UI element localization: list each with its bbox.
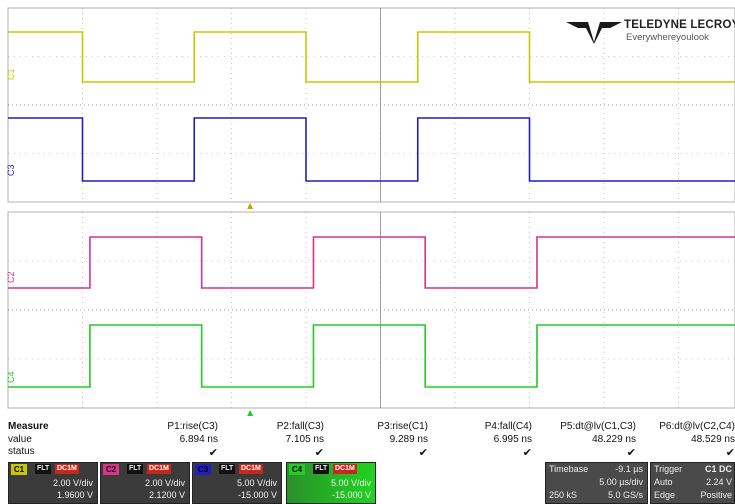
measure-value-6: 48.529 ns bbox=[691, 434, 735, 445]
channel-descriptor-c2[interactable]: C2 FLT DC1M 2.00 V/div 2.1200 V bbox=[100, 462, 190, 504]
trigger-level: 2.24 V bbox=[705, 477, 732, 487]
channel-tag: C1 bbox=[11, 464, 27, 475]
logo-tagline: Everywhereyoulook bbox=[626, 32, 709, 43]
measure-row-label-value: value bbox=[8, 434, 32, 445]
timebase-per-div: 5.00 µs/div bbox=[599, 477, 643, 487]
measure-value-5: 48.229 ns bbox=[592, 434, 636, 445]
channel-offset: -15.000 V bbox=[237, 490, 277, 500]
channel-offset: 1.9600 V bbox=[56, 490, 93, 500]
channel-label-c3: C3 bbox=[6, 164, 16, 176]
grid-panel-2 bbox=[7, 211, 735, 409]
measure-status-2: ✔ bbox=[314, 447, 324, 459]
measure-param-4: P4:fall(C4) bbox=[484, 421, 532, 432]
channel-descriptor-c4[interactable]: C4 FLT DC1M 5.00 V/div -15.000 V bbox=[286, 462, 376, 504]
coupling-badge: DC1M bbox=[239, 464, 263, 474]
trace-c4 bbox=[8, 324, 735, 388]
channel-tag: C4 bbox=[289, 464, 305, 475]
measure-status-1: ✔ bbox=[208, 447, 218, 459]
teledyne-lecroy-logo: TELEDYNE LECROY Everywhereyoulook bbox=[566, 18, 735, 46]
filter-badge: FLT bbox=[35, 464, 52, 474]
channel-label-c2: C2 bbox=[6, 271, 16, 283]
volts-per-div: 5.00 V/div bbox=[236, 478, 277, 488]
channel-label-c1: C1 bbox=[6, 68, 16, 80]
measure-param-1: P1:rise(C3) bbox=[167, 421, 218, 432]
timebase-descriptor[interactable]: Timebase -9.1 µs 5.00 µs/div 250 kS 5.0 GS/s bbox=[545, 462, 648, 504]
measure-param-3: P3:rise(C1) bbox=[377, 421, 428, 432]
volts-per-div: 2.00 V/div bbox=[144, 478, 185, 488]
trigger-source: C1 DC bbox=[704, 464, 732, 474]
filter-badge: FLT bbox=[219, 464, 236, 474]
trace-c1 bbox=[8, 31, 735, 83]
channel-tag: C3 bbox=[195, 464, 211, 475]
logo-brand: TELEDYNE LECROY bbox=[624, 19, 735, 31]
trace-c2 bbox=[8, 236, 735, 289]
measure-status-5: ✔ bbox=[626, 447, 636, 459]
measure-header: Measure bbox=[8, 421, 49, 432]
timebase-label: Timebase bbox=[549, 464, 589, 474]
measure-param-2: P2:fall(C3) bbox=[276, 421, 324, 432]
trigger-descriptor[interactable]: Trigger C1 DC Auto 2.24 V Edge Positive bbox=[650, 462, 735, 504]
coupling-badge: DC1M bbox=[147, 464, 171, 474]
measure-param-5: P5:dt@lv(C1,C3) bbox=[560, 421, 636, 432]
channel-label-c4: C4 bbox=[6, 371, 16, 383]
measure-status-3: ✔ bbox=[418, 447, 428, 459]
measure-value-1: 6.894 ns bbox=[179, 434, 218, 445]
channel-descriptor-c1[interactable]: C1 FLT DC1M 2.00 V/div 1.9600 V bbox=[8, 462, 98, 504]
measure-value-2: 7.105 ns bbox=[285, 434, 324, 445]
trigger-slope: Positive bbox=[700, 490, 732, 500]
trigger-mode: Auto bbox=[654, 477, 673, 487]
measure-param-6: P6:dt@lv(C2,C4) bbox=[659, 421, 735, 432]
measure-row-label-status: status bbox=[8, 446, 35, 457]
trigger-marker-upper bbox=[247, 203, 254, 209]
timebase-rate: 5.0 GS/s bbox=[607, 490, 643, 500]
filter-badge: FLT bbox=[127, 464, 144, 474]
waveform-display[interactable]: C1 C3 C2 C4 bbox=[0, 0, 735, 420]
channel-descriptor-c3[interactable]: C3 FLT DC1M 5.00 V/div -15.000 V bbox=[192, 462, 282, 504]
volts-per-div: 2.00 V/div bbox=[52, 478, 93, 488]
measure-status-4: ✔ bbox=[522, 447, 532, 459]
grid-panel-1 bbox=[7, 7, 735, 203]
timebase-samples: 250 kS bbox=[549, 490, 578, 500]
timebase-delay: -9.1 µs bbox=[615, 464, 643, 474]
trigger-marker-lower bbox=[247, 410, 254, 416]
measure-value-4: 6.995 ns bbox=[493, 434, 532, 445]
volts-per-div: 5.00 V/div bbox=[330, 478, 371, 488]
filter-badge: FLT bbox=[313, 464, 330, 474]
trigger-type: Edge bbox=[654, 490, 676, 500]
measure-status-6: ✔ bbox=[725, 447, 735, 459]
channel-offset: -15.000 V bbox=[331, 490, 371, 500]
measure-value-3: 9.289 ns bbox=[389, 434, 428, 445]
channel-offset: 2.1200 V bbox=[148, 490, 185, 500]
trace-c3 bbox=[8, 117, 735, 182]
lecroy-eagle-icon bbox=[566, 22, 622, 44]
status-bar: C1 FLT DC1M 2.00 V/div 1.9600 V C2 FLT DC1M 2.00… bbox=[0, 462, 735, 504]
coupling-badge: DC1M bbox=[55, 464, 79, 474]
trigger-label: Trigger bbox=[654, 464, 683, 474]
measure-table: Measure value status P1:rise(C3) 6.894 ns ✔ P2… bbox=[0, 419, 735, 463]
coupling-badge: DC1M bbox=[333, 464, 357, 474]
channel-tag: C2 bbox=[103, 464, 119, 475]
